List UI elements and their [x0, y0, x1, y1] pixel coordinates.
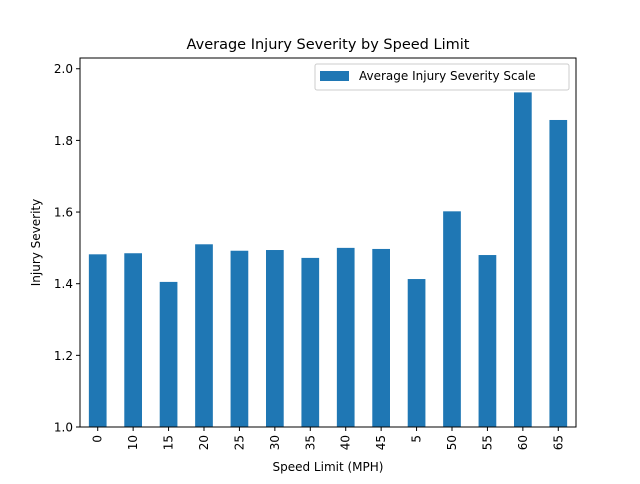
bar-25 — [230, 250, 249, 427]
legend-swatch — [320, 71, 349, 81]
x-tick-label: 60 — [516, 435, 530, 450]
bars-group — [88, 92, 568, 427]
legend-entry-label: Average Injury Severity Scale — [359, 69, 536, 83]
y-tick-label: 1.2 — [54, 349, 73, 363]
y-tick-label: 1.6 — [54, 206, 73, 220]
y-tick-label: 1.4 — [54, 277, 73, 291]
x-tick-label: 15 — [162, 435, 176, 450]
x-tick-label: 40 — [339, 435, 353, 450]
bar-15 — [159, 281, 178, 427]
x-tick-label: 0 — [91, 435, 105, 443]
bar-0 — [88, 254, 107, 427]
bar-65 — [549, 119, 568, 427]
y-tick-label: 1.8 — [54, 134, 73, 148]
bar-35 — [301, 257, 320, 427]
bar-40 — [336, 247, 355, 427]
x-tick-label: 55 — [480, 435, 494, 450]
bar-45 — [372, 248, 390, 427]
bar-50 — [443, 211, 461, 427]
x-axis-label: Speed Limit (MPH) — [273, 460, 384, 474]
legend: Average Injury Severity Scale — [314, 63, 570, 91]
bar-55 — [478, 255, 497, 427]
x-tick-label: 65 — [551, 435, 565, 450]
bar-10 — [124, 253, 142, 427]
x-tick-label: 10 — [126, 435, 140, 450]
x-axis-ticks: 0 10 15 20 25 30 35 40 45 5 50 55 60 65 — [91, 427, 565, 450]
bar-20 — [195, 244, 213, 427]
y-tick-label: 2.0 — [54, 62, 73, 76]
chart-title: Average Injury Severity by Speed Limit — [187, 37, 470, 53]
x-tick-label: 25 — [232, 435, 246, 450]
y-axis-label: Injury Severity — [29, 199, 43, 287]
bar-60 — [514, 92, 532, 427]
x-tick-label: 45 — [374, 435, 388, 450]
x-tick-label: 20 — [197, 435, 211, 450]
x-tick-label: 35 — [303, 435, 317, 450]
bar-30 — [266, 250, 284, 427]
y-axis-ticks: 1.0 1.2 1.4 1.6 1.8 2.0 — [54, 62, 80, 435]
plot-area-frame — [79, 57, 577, 428]
bar-5 — [407, 279, 426, 427]
y-tick-label: 1.0 — [54, 421, 73, 435]
legend-frame — [314, 63, 570, 91]
x-tick-label: 5 — [410, 435, 424, 443]
x-tick-label: 30 — [268, 435, 282, 450]
x-tick-label: 50 — [445, 435, 459, 450]
